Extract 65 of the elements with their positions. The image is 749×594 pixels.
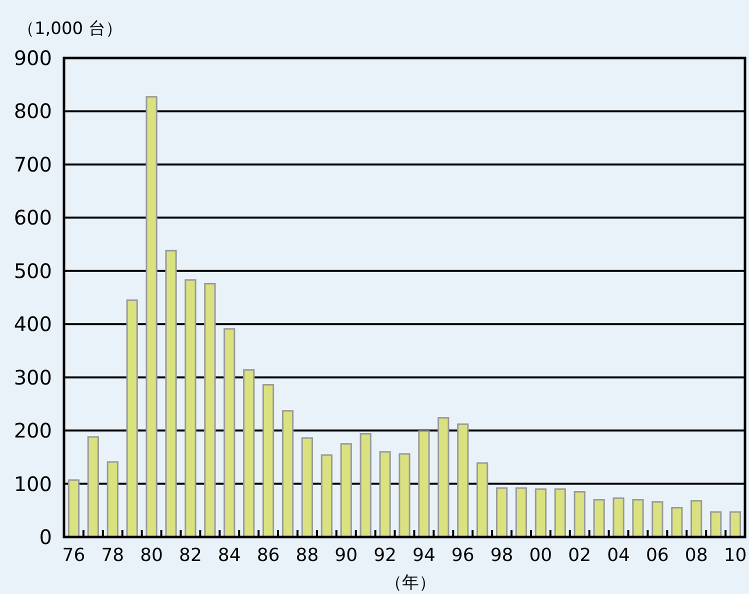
x-tick-label: 88 xyxy=(296,545,319,566)
x-tick-label: 78 xyxy=(101,545,124,566)
x-tick-label: 82 xyxy=(179,545,202,566)
bar xyxy=(476,462,488,538)
x-tick-label: 90 xyxy=(334,545,358,566)
bar xyxy=(515,487,528,538)
bar xyxy=(184,279,196,538)
y-axis-title: （1,000 台） xyxy=(17,19,123,39)
x-tick-label: 04 xyxy=(607,545,630,566)
y-tick-label: 400 xyxy=(14,312,52,336)
y-tick-label: 900 xyxy=(14,46,52,70)
bar xyxy=(438,417,450,538)
bar xyxy=(612,497,624,538)
x-tick-label: 96 xyxy=(451,545,474,566)
bar xyxy=(671,506,683,538)
bar xyxy=(729,511,742,538)
bar xyxy=(301,437,314,538)
y-tick-label: 300 xyxy=(14,365,52,390)
x-tick-label: 10 xyxy=(724,545,747,566)
bar xyxy=(204,282,216,538)
y-tick-label: 600 xyxy=(14,206,52,230)
x-tick-label: 80 xyxy=(140,545,164,566)
x-tick-label: 00 xyxy=(529,545,552,566)
bar xyxy=(593,498,605,538)
bar xyxy=(554,488,566,538)
y-tick-label: 700 xyxy=(14,152,52,176)
bar xyxy=(282,410,294,538)
y-tick-label: 200 xyxy=(14,418,52,443)
bar xyxy=(457,423,469,538)
x-tick-label: 02 xyxy=(568,545,592,566)
y-tick-label: 0 xyxy=(39,525,52,549)
bar xyxy=(652,501,664,538)
x-tick-label: 84 xyxy=(218,545,241,566)
bar xyxy=(224,328,236,538)
bar xyxy=(710,511,722,538)
bar xyxy=(126,299,138,538)
y-tick-label: 500 xyxy=(14,258,52,283)
bar xyxy=(165,250,177,538)
bar xyxy=(262,384,274,538)
bar xyxy=(398,453,410,538)
bar xyxy=(632,498,644,538)
bar xyxy=(379,451,391,538)
x-axis-title: （年） xyxy=(385,573,436,593)
bar xyxy=(574,491,586,538)
x-tick-label: 94 xyxy=(412,545,436,566)
x-tick-label: 92 xyxy=(374,545,396,566)
bar xyxy=(106,461,118,538)
bar xyxy=(243,369,255,538)
x-tick-label: 86 xyxy=(256,545,280,566)
bar xyxy=(690,500,702,538)
x-tick-label: 76 xyxy=(62,545,86,566)
bar xyxy=(340,443,352,538)
bar xyxy=(418,430,430,538)
bar xyxy=(146,96,158,538)
bar xyxy=(68,479,80,538)
bar xyxy=(320,454,332,538)
bar xyxy=(360,433,372,538)
bar xyxy=(534,488,547,538)
y-tick-label: 800 xyxy=(14,99,52,124)
x-tick-label: 06 xyxy=(646,545,669,566)
bar xyxy=(496,487,508,538)
x-tick-label: 98 xyxy=(490,545,514,566)
y-tick-label: 100 xyxy=(14,472,52,496)
x-tick-label: 08 xyxy=(684,545,708,566)
bar xyxy=(87,436,99,538)
